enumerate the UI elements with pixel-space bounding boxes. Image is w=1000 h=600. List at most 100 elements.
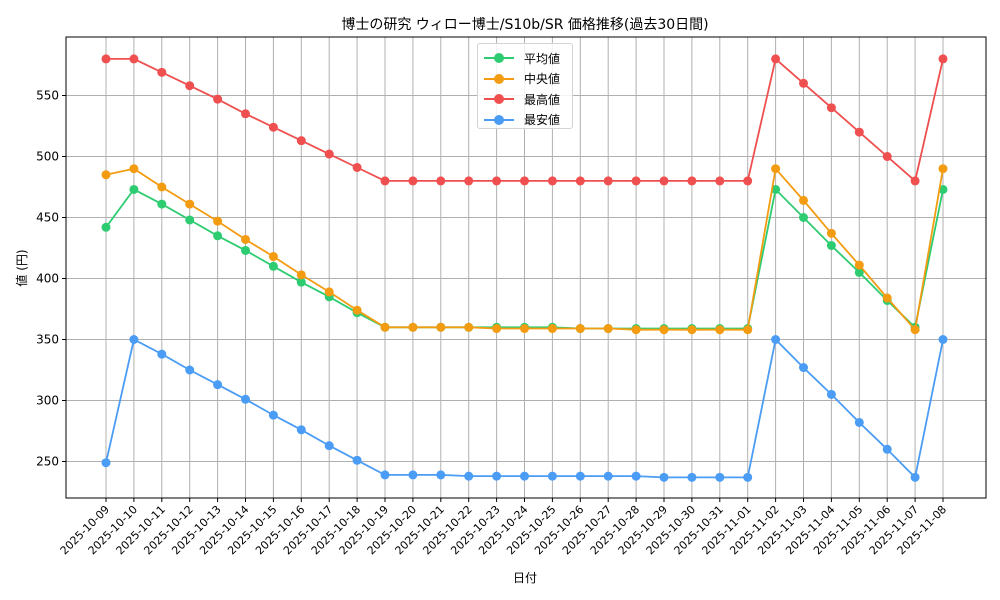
data-point [882, 293, 892, 303]
y-tick-label: 550 [36, 89, 59, 103]
data-point [492, 324, 502, 334]
data-point [854, 417, 864, 427]
data-point [854, 267, 864, 277]
series-最安値 [101, 335, 948, 482]
data-point [213, 94, 223, 104]
legend-marker-icon [484, 94, 514, 105]
data-point [743, 472, 753, 482]
y-axis-label: 値 (円) [14, 249, 29, 286]
data-point [547, 176, 557, 186]
data-point [771, 54, 781, 64]
data-point [575, 324, 585, 334]
data-point [799, 363, 808, 373]
y-tick-label: 350 [36, 333, 59, 347]
data-point [826, 389, 836, 399]
data-point [352, 455, 362, 465]
data-point [129, 164, 139, 174]
data-point [324, 441, 334, 451]
y-axis: 250 300 350 400 450 500 550 [36, 89, 66, 469]
data-point [408, 322, 418, 332]
data-point [715, 472, 725, 482]
data-point [352, 162, 362, 172]
data-point [380, 470, 390, 480]
data-point [296, 136, 306, 146]
data-point [659, 325, 669, 335]
data-point [464, 322, 474, 332]
data-point [659, 472, 669, 482]
data-point [185, 81, 195, 91]
data-point [631, 325, 641, 335]
data-point [799, 78, 808, 88]
data-point [129, 184, 139, 194]
data-point [799, 195, 808, 205]
data-point [352, 305, 362, 315]
data-point [882, 444, 892, 454]
data-point [157, 67, 167, 77]
chart-title: 博士の研究 ウィロー博士/S10b/SR 価格推移(過去30日間) [341, 16, 708, 33]
data-point [910, 176, 920, 186]
data-point [659, 176, 669, 186]
data-point [771, 164, 781, 174]
data-point [771, 184, 781, 194]
data-point [241, 109, 250, 119]
data-point [575, 471, 585, 481]
data-point [241, 245, 250, 255]
series-最高値 [101, 54, 948, 186]
data-point [436, 322, 446, 332]
data-point [631, 471, 641, 481]
legend-marker-icon [484, 114, 514, 125]
data-point [743, 325, 753, 335]
data-point [380, 322, 390, 332]
series-中央値 [101, 164, 948, 335]
data-point [157, 349, 167, 359]
data-point [436, 176, 446, 186]
data-point [464, 176, 474, 186]
legend-label: 平均値 [524, 51, 561, 66]
legend-label: 中央値 [524, 72, 561, 87]
data-point [185, 199, 195, 209]
legend-label: 最高値 [524, 92, 561, 107]
data-point [241, 234, 250, 244]
data-point [603, 176, 613, 186]
data-point [101, 222, 111, 232]
data-point [492, 471, 502, 481]
data-point [687, 472, 697, 482]
data-point [213, 216, 223, 226]
data-point [826, 228, 836, 238]
data-point [575, 176, 585, 186]
y-tick-label: 400 [36, 272, 59, 286]
legend-label: 最安値 [524, 113, 561, 128]
legend-item-min: 最安値 [484, 110, 566, 131]
data-point [520, 176, 529, 186]
data-point [324, 287, 334, 297]
data-point [408, 470, 418, 480]
data-point [157, 182, 167, 192]
data-point [938, 54, 948, 64]
data-point [938, 184, 948, 194]
data-point [268, 410, 278, 420]
data-point [938, 335, 948, 344]
data-point [547, 471, 557, 481]
data-point [268, 261, 278, 271]
data-point [771, 335, 781, 344]
data-point [715, 176, 725, 186]
data-point [464, 471, 474, 481]
data-point [296, 277, 306, 287]
y-tick-label: 500 [36, 150, 59, 164]
data-point [854, 260, 864, 270]
data-point [380, 176, 390, 186]
y-tick-label: 450 [36, 211, 59, 225]
legend-marker-icon [484, 53, 514, 64]
data-point [826, 241, 836, 251]
data-point [547, 324, 557, 334]
x-axis: 2025-10-092025-10-102025-10-112025-10-12… [58, 498, 949, 557]
data-point [408, 176, 418, 186]
data-point [520, 324, 529, 334]
data-point [799, 213, 808, 222]
data-point [910, 472, 920, 482]
data-point [213, 231, 223, 241]
data-series [101, 54, 948, 482]
data-point [268, 252, 278, 262]
